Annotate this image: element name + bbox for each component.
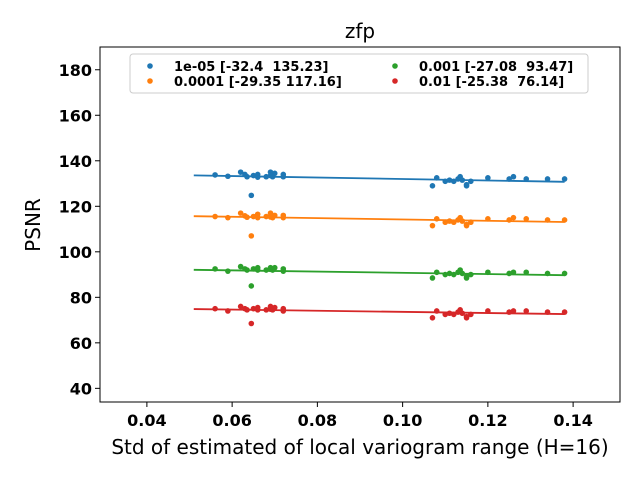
fit-line	[193, 174, 565, 183]
plot-area	[99, 46, 621, 403]
data-point	[523, 269, 530, 276]
series-2	[193, 210, 568, 239]
data-point	[485, 175, 491, 181]
series-3	[193, 263, 568, 289]
legend-label: 1e-05 [-32.4 135.23]	[174, 60, 328, 75]
x-tick-label: 0.08	[298, 411, 337, 430]
legend-marker	[147, 78, 153, 84]
y-tick-label: 100	[59, 243, 92, 262]
fit-line	[193, 215, 565, 223]
fit-line	[193, 268, 565, 277]
x-tick-label: 0.04	[127, 411, 166, 430]
data-point	[510, 214, 517, 221]
series-4	[193, 303, 568, 327]
data-point	[271, 264, 278, 271]
data-point	[225, 214, 231, 221]
data-point	[463, 183, 470, 189]
y-tick-label: 160	[59, 106, 92, 125]
x-tick-label: 0.10	[383, 411, 422, 430]
data-point	[510, 173, 517, 180]
axes: 0.04 0.06 0.08 0.10 0.12 0.14 40 60 80 100 120 140 1…	[59, 61, 593, 430]
chart-title: zfp	[345, 19, 375, 43]
legend-box	[129, 53, 589, 94]
data-point	[544, 176, 551, 182]
y-tick-label: 80	[70, 288, 92, 307]
data-point	[429, 275, 436, 281]
data-point	[463, 275, 470, 281]
x-tick-label: 0.12	[468, 411, 507, 430]
data-point	[271, 170, 278, 177]
data-point	[510, 308, 517, 314]
data-point	[237, 303, 244, 310]
data-point	[523, 216, 530, 222]
data-point	[267, 210, 274, 216]
legend: 1e-05 [-32.4 135.23]0.0001 [-29.35 117.1…	[129, 53, 589, 94]
data-point	[271, 304, 278, 311]
data-point	[237, 263, 244, 270]
chart-marks	[193, 169, 568, 327]
legend-marker	[392, 63, 398, 69]
data-point	[248, 192, 255, 199]
legend-label: 0.0001 [-29.35 117.16]	[174, 75, 342, 90]
data-point	[523, 308, 530, 314]
legend-label: 0.001 [-27.08 93.47]	[419, 60, 573, 75]
legend-marker	[147, 63, 153, 69]
x-tick-label: 0.06	[212, 411, 251, 430]
y-tick-label: 120	[59, 197, 92, 216]
fit-line	[193, 308, 565, 315]
data-point	[429, 183, 436, 189]
data-point	[429, 315, 436, 321]
data-point	[248, 283, 255, 289]
x-axis-label: Std of estimated of local variogram rang…	[111, 435, 608, 459]
data-point	[248, 320, 255, 327]
x-tick-label: 0.14	[553, 411, 592, 430]
y-tick-label: 60	[70, 334, 92, 353]
legend-label: 0.01 [-25.38 76.14]	[419, 75, 564, 90]
y-tick-label: 180	[59, 61, 92, 80]
series-1	[193, 169, 568, 199]
data-point	[237, 210, 244, 216]
data-point	[280, 171, 287, 178]
y-axis-label: PSNR	[21, 198, 45, 252]
data-point	[463, 222, 470, 229]
data-point	[237, 169, 244, 175]
y-tick-label: 40	[70, 379, 92, 398]
data-point	[248, 233, 255, 239]
y-tick-label: 140	[59, 152, 92, 171]
legend-marker	[392, 78, 398, 84]
data-point	[429, 222, 436, 229]
data-point	[463, 315, 470, 321]
data-point	[561, 176, 568, 182]
